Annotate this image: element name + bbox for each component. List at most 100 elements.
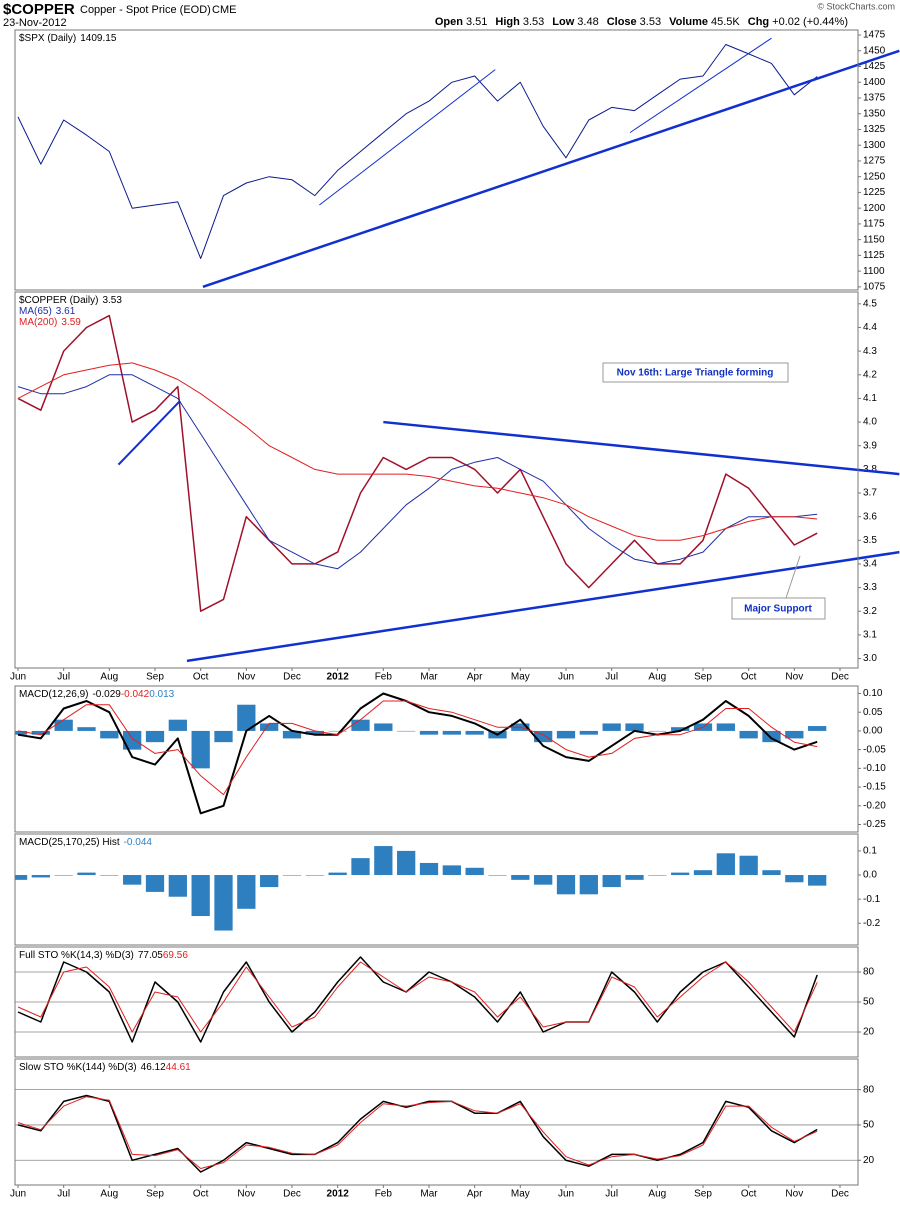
y-tick-label: -0.20 <box>863 800 886 811</box>
x-tick-label: Feb <box>375 1189 393 1200</box>
x-tick-label: Oct <box>193 672 209 683</box>
x-tick-label: Jun <box>10 1189 26 1200</box>
histogram-bar <box>168 719 187 731</box>
histogram-bar <box>602 875 621 888</box>
y-tick-label: -0.25 <box>863 819 886 830</box>
y-tick-label: 1175 <box>863 219 885 230</box>
legend: $SPX (Daily) 1409.15 <box>19 33 117 44</box>
legend: $COPPER (Daily) 3.53 <box>19 295 122 306</box>
histogram-bar <box>579 730 598 735</box>
series-line <box>17 44 818 259</box>
series-line <box>17 692 818 815</box>
y-tick-label: 1125 <box>863 250 885 261</box>
trendline <box>629 37 772 134</box>
y-tick-label: 1375 <box>863 93 886 104</box>
x-tick-label: Feb <box>375 672 393 683</box>
histogram-bar <box>625 875 644 880</box>
legend-value: -0.029 <box>92 689 121 700</box>
legend-value: -0.042 <box>121 689 150 700</box>
y-tick-label: 3.7 <box>863 488 877 499</box>
y-tick-label: 1275 <box>863 156 886 167</box>
x-tick-label: Oct <box>741 672 757 683</box>
histogram-bar <box>145 730 165 743</box>
y-tick-label: 0.00 <box>863 726 883 737</box>
y-tick-label: 0.0 <box>863 870 877 881</box>
symbol: $COPPER <box>3 1 75 18</box>
quote-value: 3.48 <box>577 16 598 28</box>
histogram-bar <box>191 875 210 917</box>
legend-value: 3.53 <box>102 295 122 306</box>
legend-value: 3.61 <box>56 306 76 317</box>
histogram-bar <box>625 723 644 731</box>
histogram-bar <box>15 730 28 735</box>
histogram-bar <box>442 865 461 876</box>
panel-frame <box>14 29 859 291</box>
histogram-bar <box>100 875 119 876</box>
panel <box>15 692 827 815</box>
histogram-bar <box>511 875 530 880</box>
x-tick-label: Dec <box>283 1189 301 1200</box>
histogram-bar <box>328 730 347 732</box>
histogram-bar <box>260 875 279 888</box>
histogram-bar <box>534 875 553 885</box>
histogram-bar <box>534 730 553 743</box>
y-tick-label: 3.3 <box>863 582 877 593</box>
quote-value: 3.53 <box>640 16 661 28</box>
y-tick-label: -0.2 <box>863 918 881 929</box>
series-line <box>17 1096 818 1169</box>
y-tick-label: 20 <box>863 1155 875 1166</box>
histogram-bar <box>442 730 461 735</box>
y-tick-label: 4.3 <box>863 346 877 357</box>
histogram-bar <box>54 719 73 731</box>
quote-value: 3.51 <box>466 16 487 28</box>
x-tick-label: Nov <box>785 1189 803 1200</box>
series-line <box>17 961 818 1033</box>
trendline <box>117 400 181 466</box>
x-tick-label: Aug <box>100 672 118 683</box>
y-tick-label: 0.10 <box>863 688 883 699</box>
y-tick-label: 3.5 <box>863 535 877 546</box>
histogram-bar <box>808 875 827 886</box>
x-tick-label: Jun <box>10 672 26 683</box>
histogram-bar <box>54 875 73 876</box>
x-tick-label: Sep <box>146 672 164 683</box>
y-tick-label: 3.0 <box>863 653 877 664</box>
histogram-bar <box>351 719 370 731</box>
histogram-bar <box>305 875 324 876</box>
quote-label: Open <box>435 16 463 28</box>
histogram-bar <box>556 730 576 739</box>
y-tick-label: 3.1 <box>863 630 877 641</box>
histogram-bar <box>15 875 28 880</box>
panel <box>15 846 827 931</box>
x-tick-label: Jul <box>605 672 618 683</box>
legend: MA(200) 3.59 <box>19 317 81 328</box>
histogram-bar <box>648 730 667 732</box>
histogram-bar <box>168 875 187 897</box>
histogram-bar <box>808 726 827 731</box>
x-tick-label: Dec <box>831 1189 849 1200</box>
x-tick-label: Mar <box>420 672 438 683</box>
legend-name: MA(65) <box>19 306 52 317</box>
histogram-bar <box>374 846 393 876</box>
exchange: CME <box>212 4 236 16</box>
legend-name: MA(200) <box>19 317 57 328</box>
annotation-box: Nov 16th: Large Triangle forming <box>602 362 789 383</box>
histogram-bar <box>214 730 233 743</box>
y-tick-label: -0.1 <box>863 894 881 905</box>
histogram-bar <box>191 730 210 769</box>
y-tick-label: 80 <box>863 1084 875 1095</box>
instrument-name: Copper - Spot Price (EOD) <box>80 4 211 16</box>
histogram-bar <box>397 730 416 732</box>
histogram-bar <box>716 853 735 876</box>
y-tick-label: 3.8 <box>863 464 877 475</box>
panel-frame <box>14 291 859 669</box>
histogram-bar <box>374 723 393 731</box>
legend-value: 77.05 <box>138 950 163 961</box>
legend-value: 44.61 <box>166 1062 191 1073</box>
panel <box>17 44 818 259</box>
quote-value: +0.02 (+0.44%) <box>772 16 848 28</box>
histogram-bar <box>762 730 781 743</box>
y-tick-label: 1100 <box>863 266 885 277</box>
histogram-bar <box>648 875 667 876</box>
